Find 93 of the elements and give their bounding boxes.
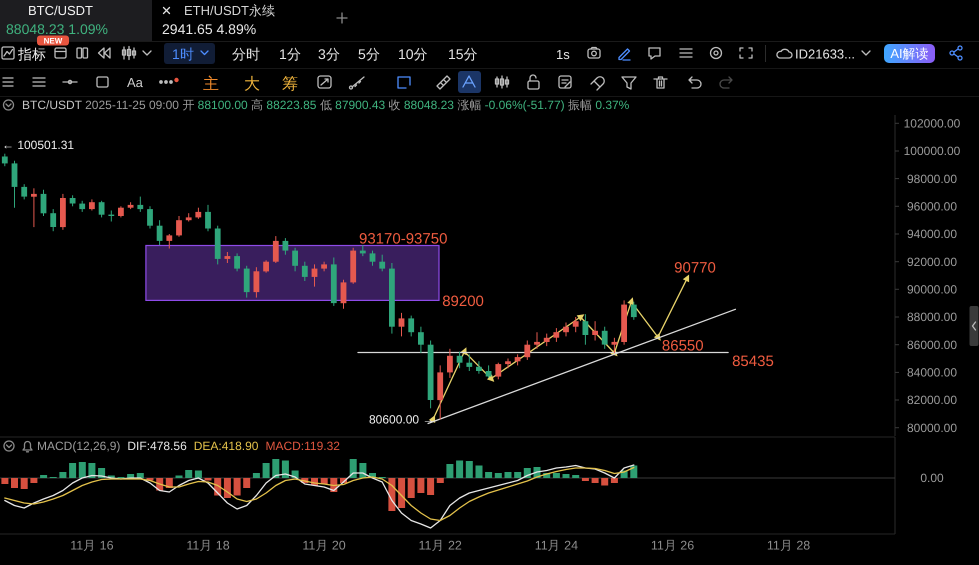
bar [11, 478, 18, 488]
point [682, 274, 690, 282]
text: 大 [244, 75, 260, 93]
y-tick-label: 96000.00 [906, 200, 958, 214]
x-tick-label: 11月 18 [186, 538, 230, 552]
bar [272, 459, 280, 478]
text: 10分 [398, 46, 428, 62]
text: 88048.23 1.09% [6, 21, 108, 37]
legend: MACD(12,26,9) DIF:478.56 DEA:418.90 MACD:119.32 [37, 439, 340, 453]
bar [1, 478, 8, 484]
bar [69, 463, 76, 478]
text: 5分 [358, 46, 380, 62]
bar [601, 478, 608, 486]
text: 15分 [448, 46, 478, 62]
bar [136, 473, 144, 478]
y-tick-label: 100000.00 [904, 144, 961, 158]
bar [494, 473, 502, 478]
bar [224, 478, 231, 498]
annotation: 93170-93750 [359, 230, 448, 248]
annotation: ← 100501.31 [2, 138, 74, 152]
text: 1时 [172, 46, 194, 62]
y-tick-label: 94000.00 [906, 227, 958, 242]
bar [582, 478, 589, 481]
text: BTC/USDT [28, 3, 94, 18]
y-tick-label: 90000.00 [906, 282, 958, 296]
x-tick-label: 11月 22 [418, 538, 462, 552]
x-tick-label: 11月 24 [534, 538, 578, 552]
bar [417, 478, 424, 493]
x-tick-label: 11月 20 [302, 538, 346, 552]
bar [456, 460, 464, 478]
bar [350, 459, 357, 478]
bar [234, 478, 241, 496]
data-label: 90770 [674, 260, 716, 277]
bar [243, 478, 250, 488]
bar [78, 462, 86, 478]
bar [436, 478, 444, 483]
y-tick-label: 84000.00 [906, 366, 958, 380]
y-tick-label: 102000.00 [904, 116, 961, 130]
bar [20, 478, 28, 489]
text: ID21633... [795, 46, 855, 62]
text: 主 [203, 75, 219, 93]
data-label: 85435 [732, 353, 774, 370]
x-tick-label: 11月 16 [70, 538, 114, 552]
y-tick-label: 98000.00 [906, 172, 958, 186]
bar [282, 460, 289, 478]
bar [194, 470, 202, 478]
bar [40, 475, 48, 478]
text: 0.00 [920, 471, 944, 486]
bar [252, 473, 260, 478]
data-label: 86550 [662, 338, 704, 355]
bar [630, 466, 638, 478]
text: 2941.65 4.89% [162, 21, 256, 37]
bar [466, 461, 473, 478]
y-tick-label: 88000.00 [906, 310, 958, 324]
x-tick-label: 11月 28 [766, 538, 810, 552]
bar [514, 472, 522, 478]
bar [427, 478, 434, 495]
text: AI解读 [890, 46, 929, 61]
bar [30, 478, 38, 483]
y-tick-label: 92000.00 [906, 254, 958, 269]
bar [446, 464, 454, 478]
subtitle: BTC/USDT 2025-11-25 09:00 开 88100.00 高 88223.85 低 87900.43 收 88048.23 涨幅 -0.06%(-51.77) 振幅 0.37% [22, 98, 630, 112]
bar [59, 472, 66, 478]
bar [398, 478, 406, 508]
point [627, 297, 634, 306]
bar [262, 463, 270, 478]
point [486, 374, 494, 382]
bar [610, 478, 618, 483]
bar [485, 472, 492, 478]
text: 1s [556, 47, 570, 62]
bar [572, 475, 580, 478]
y-tick-label: 80000.00 [906, 420, 958, 435]
y-tick-label: 86000.00 [906, 338, 958, 352]
point [576, 314, 584, 322]
bar [504, 472, 512, 478]
text: 筹 [282, 75, 298, 93]
text: Aa [127, 75, 144, 90]
bar [88, 463, 96, 478]
bar [408, 478, 415, 498]
text: 指标 [17, 46, 46, 62]
bar [185, 470, 192, 478]
bar [562, 474, 570, 478]
bar [592, 478, 599, 483]
text: 分时 [232, 46, 260, 62]
x-tick-label: 11月 26 [650, 538, 694, 552]
text: 1分 [279, 46, 301, 62]
bar [476, 466, 482, 478]
annotation: 89200 [442, 292, 484, 310]
bar [552, 473, 560, 478]
text: 3分 [318, 46, 340, 62]
y-tick-label: 82000.00 [906, 393, 958, 408]
text: NEW [44, 36, 63, 46]
text: ETH/USDT永续 [184, 3, 275, 18]
